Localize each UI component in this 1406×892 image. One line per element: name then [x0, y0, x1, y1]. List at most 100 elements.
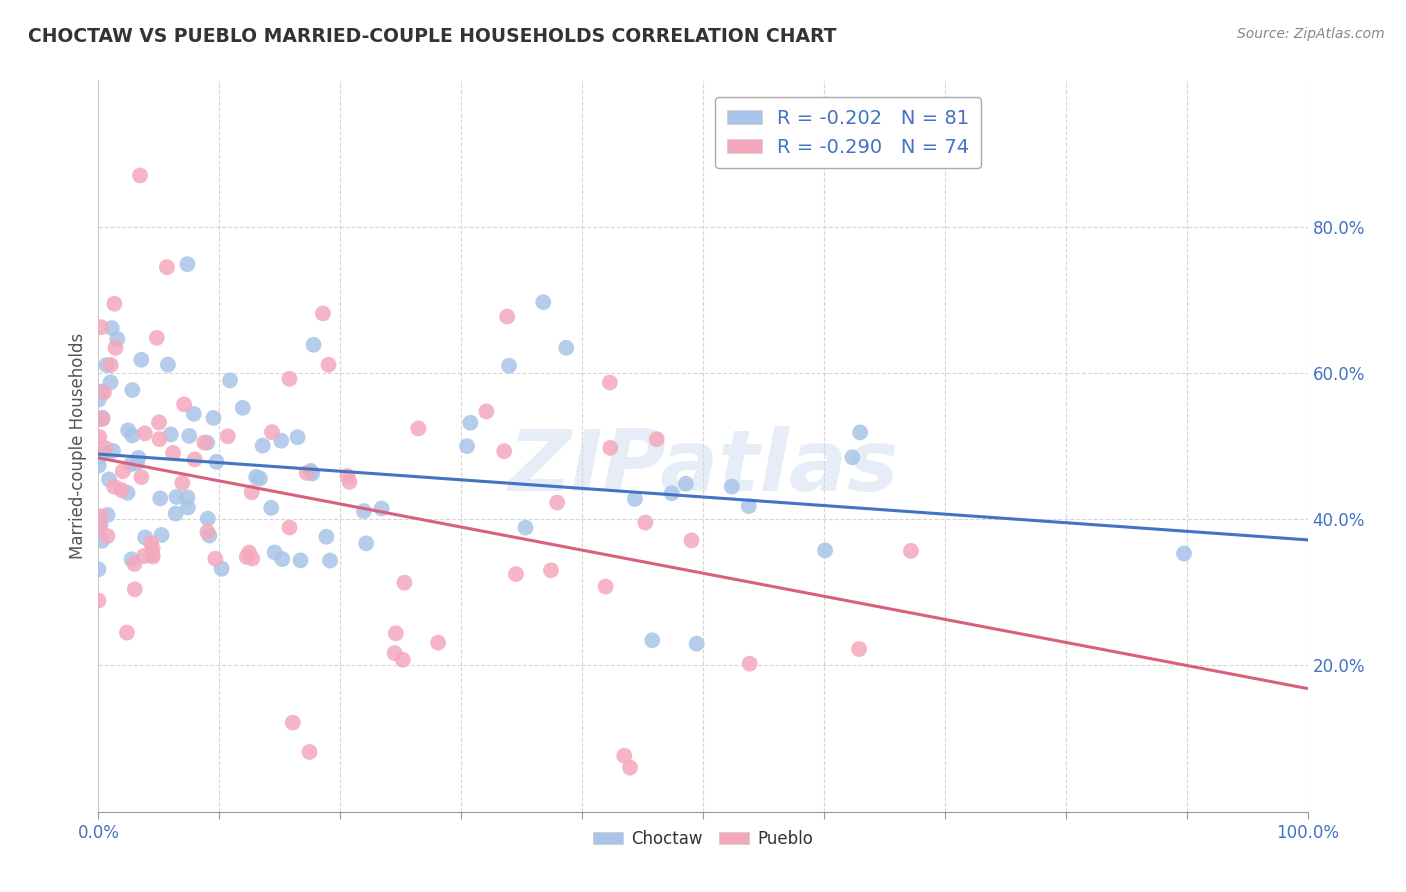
- Point: [475, 404, 498, 418]
- Point: [177, 500, 200, 515]
- Point: [595, 580, 617, 594]
- Point: [391, 653, 413, 667]
- Point: [149, 491, 172, 506]
- Point: [685, 637, 707, 651]
- Point: [546, 495, 568, 509]
- Point: [849, 425, 872, 440]
- Point: [141, 536, 163, 550]
- Point: [720, 480, 742, 494]
- Point: [238, 545, 260, 559]
- Point: [240, 551, 263, 566]
- Point: [117, 423, 139, 437]
- Point: [318, 358, 340, 372]
- Point: [645, 432, 668, 446]
- Point: [193, 435, 215, 450]
- Point: [97, 508, 120, 522]
- Point: [634, 516, 657, 530]
- Point: [121, 552, 143, 566]
- Point: [814, 543, 837, 558]
- Point: [131, 470, 153, 484]
- Text: Source: ZipAtlas.com: Source: ZipAtlas.com: [1237, 27, 1385, 41]
- Point: [641, 633, 664, 648]
- Point: [93, 446, 115, 460]
- Point: [91, 410, 114, 425]
- Point: [91, 412, 114, 426]
- Point: [848, 642, 870, 657]
- Point: [141, 548, 163, 562]
- Point: [370, 501, 392, 516]
- Point: [125, 456, 148, 470]
- Point: [599, 441, 621, 455]
- Point: [624, 491, 647, 506]
- Point: [599, 376, 621, 390]
- Point: [87, 562, 110, 576]
- Point: [384, 626, 406, 640]
- Point: [129, 169, 152, 183]
- Point: [124, 582, 146, 597]
- Point: [176, 257, 198, 271]
- Point: [270, 434, 292, 448]
- Point: [661, 486, 683, 500]
- Point: [131, 352, 153, 367]
- Point: [90, 509, 112, 524]
- Point: [156, 260, 179, 275]
- Point: [298, 745, 321, 759]
- Point: [100, 358, 122, 372]
- Point: [287, 430, 309, 444]
- Point: [394, 575, 416, 590]
- Point: [540, 563, 562, 577]
- Point: [87, 458, 110, 473]
- Point: [176, 490, 198, 504]
- Point: [245, 470, 267, 484]
- Point: [271, 552, 294, 566]
- Point: [841, 450, 863, 465]
- Point: [339, 475, 361, 489]
- Point: [505, 567, 527, 582]
- Point: [105, 332, 128, 346]
- Point: [103, 296, 125, 310]
- Point: [408, 421, 430, 435]
- Point: [101, 443, 124, 458]
- Point: [290, 553, 312, 567]
- Point: [142, 541, 165, 556]
- Point: [179, 429, 201, 443]
- Point: [301, 467, 323, 481]
- Point: [87, 593, 110, 607]
- Point: [295, 466, 318, 480]
- Legend: Choctaw, Pueblo: Choctaw, Pueblo: [586, 823, 820, 855]
- Point: [124, 557, 146, 571]
- Point: [1173, 547, 1195, 561]
- Point: [555, 341, 578, 355]
- Point: [498, 359, 520, 373]
- Point: [681, 533, 703, 548]
- Point: [96, 529, 118, 543]
- Point: [427, 635, 450, 649]
- Point: [249, 471, 271, 485]
- Point: [198, 528, 221, 542]
- Point: [162, 446, 184, 460]
- Point: [121, 383, 143, 397]
- Point: [496, 310, 519, 324]
- Point: [94, 441, 117, 455]
- Point: [738, 499, 761, 513]
- Point: [260, 500, 283, 515]
- Point: [299, 464, 322, 478]
- Point: [150, 528, 173, 542]
- Point: [613, 748, 636, 763]
- Text: ZIPatlas: ZIPatlas: [508, 426, 898, 509]
- Point: [100, 376, 122, 390]
- Point: [217, 429, 239, 443]
- Point: [127, 450, 149, 465]
- Point: [219, 373, 242, 387]
- Point: [90, 517, 112, 532]
- Point: [142, 549, 165, 564]
- Point: [87, 518, 110, 533]
- Point: [494, 444, 516, 458]
- Point: [315, 530, 337, 544]
- Point: [619, 761, 641, 775]
- Point: [183, 452, 205, 467]
- Point: [319, 553, 342, 567]
- Point: [312, 306, 335, 320]
- Point: [278, 372, 301, 386]
- Point: [120, 458, 142, 472]
